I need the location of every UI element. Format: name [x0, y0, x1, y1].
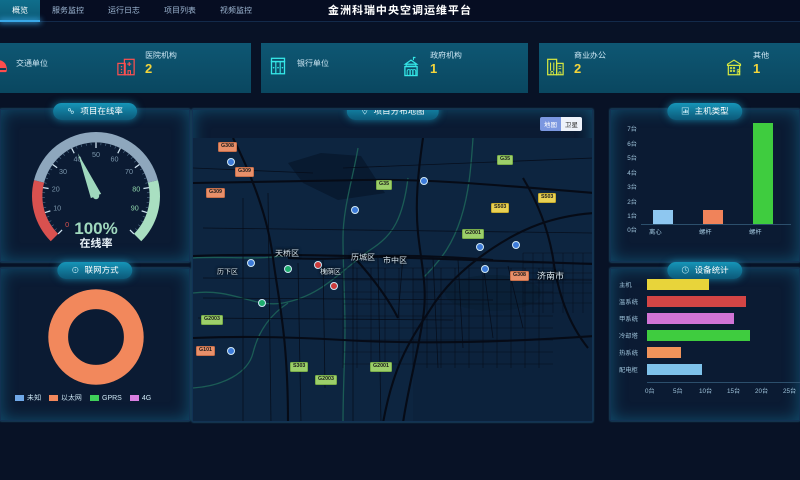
svg-text:90: 90	[131, 204, 139, 213]
svg-text:50: 50	[92, 150, 100, 159]
svg-text:60: 60	[111, 155, 119, 164]
svg-text:70: 70	[125, 167, 133, 176]
svg-text:30: 30	[59, 167, 67, 176]
svg-text:80: 80	[132, 185, 140, 194]
svg-text:10: 10	[53, 204, 61, 213]
svg-text:20: 20	[52, 185, 60, 194]
svg-text:0: 0	[65, 220, 69, 229]
